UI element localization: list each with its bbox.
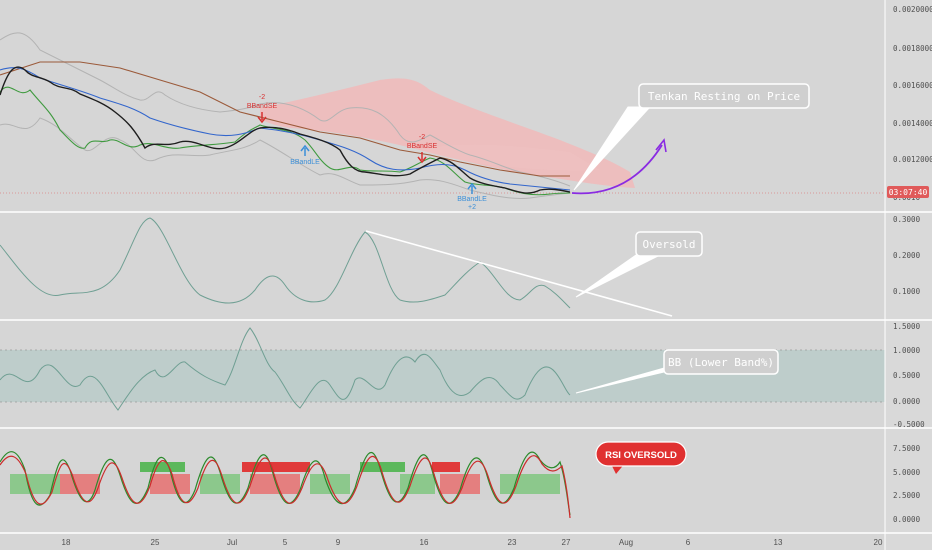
short-signal-2-arrow	[417, 152, 427, 164]
bb-callout-box	[663, 349, 779, 375]
price-ytick-3: 0.0016000	[893, 81, 932, 90]
price-ytick-2: 0.0018000	[893, 44, 932, 53]
rsi-strip-mix-2	[60, 474, 100, 494]
bb-callout-text: BB (Lower Band%)	[668, 356, 774, 369]
rsi-strip-mix-7	[400, 474, 435, 494]
price-ytick-1: 0.0020000	[893, 5, 932, 14]
rsi-ytick-2: 5.0000	[893, 468, 921, 477]
tenkan-callout-text: Tenkan Resting on Price	[648, 90, 800, 103]
price-line	[0, 66, 571, 194]
rsi-strip-mix-4	[200, 474, 240, 494]
bb-ytick-3: 0.5000	[893, 371, 921, 380]
bb-ytick-2: 1.0000	[893, 346, 921, 355]
short-signal-1-label: BBandSE	[247, 103, 278, 110]
oversold-trendline	[365, 230, 673, 317]
xtick-11: 13	[774, 538, 783, 547]
rsi-strip-mix-9	[500, 474, 560, 494]
short-signal-2-label: BBandSE	[407, 143, 438, 150]
rsi-badge	[595, 441, 687, 467]
xtick-3: Jul	[227, 538, 237, 547]
ichimoku-cloud-lower	[420, 144, 600, 171]
rsi-strip-green-1	[140, 462, 185, 472]
bb-ytick-5: -0.5000	[893, 420, 925, 429]
price-axis-background	[885, 0, 932, 550]
long-signal-2-label: BBandLE	[457, 196, 487, 203]
oversold-callout-text: Oversold	[643, 238, 696, 251]
osc-ytick-2: 0.2000	[893, 251, 921, 260]
price-ytick-5: 0.0012000	[893, 155, 932, 164]
xtick-4: 5	[283, 538, 288, 547]
bb-percent-line	[0, 327, 571, 411]
bollinger-upper-band	[0, 32, 571, 187]
xtick-2: 25	[151, 538, 160, 547]
bb-ytick-1: 1.5000	[893, 322, 921, 331]
tenkan-callout-box	[638, 83, 810, 109]
long-signal-2-count: +2	[468, 204, 476, 211]
rsi-strip-red-1	[242, 462, 310, 472]
bollinger-basis-line	[0, 86, 571, 196]
xtick-8: 27	[562, 538, 571, 547]
rsi-ytick-3: 2.5000	[893, 491, 921, 500]
short-signal-1-count: -2	[259, 94, 265, 101]
tenkan-callout-pointer	[573, 106, 652, 191]
long-signal-1-label: BBandLE	[290, 159, 320, 166]
oscillator-line	[0, 217, 571, 309]
rsi-strip-mix-5	[250, 474, 300, 494]
rsi-strip-mix-3	[150, 474, 190, 494]
osc-ytick-1: 0.3000	[893, 215, 921, 224]
rsi-badge-text: RSI OVERSOLD	[605, 450, 677, 461]
long-signal-2-arrow	[467, 182, 477, 194]
rsi-strip-mix-1	[10, 474, 60, 494]
short-signal-1-arrow	[257, 112, 267, 124]
rsi-strip-red-2	[432, 462, 460, 472]
xtick-7: 23	[508, 538, 517, 547]
kijun-line	[0, 61, 570, 177]
long-signal-1-arrow	[300, 144, 310, 156]
short-signal-2-count: -2	[419, 134, 425, 141]
bollinger-lower-band	[0, 117, 571, 199]
oversold-callout-box	[635, 231, 703, 257]
xtick-9: Aug	[619, 538, 633, 547]
projection-arrow	[571, 144, 663, 195]
rsi-ytick-1: 7.5000	[893, 444, 921, 453]
rsi-strip-green-2	[360, 462, 405, 472]
tenkan-line	[0, 67, 571, 191]
time-badge: 03:07:40	[889, 188, 928, 197]
xtick-5: 9	[336, 538, 341, 547]
xtick-6: 16	[420, 538, 429, 547]
xtick-10: 6	[686, 538, 691, 547]
rsi-ytick-4: 0.0000	[893, 515, 921, 524]
osc-ytick-3: 0.1000	[893, 287, 921, 296]
rsi-line	[0, 455, 571, 519]
bb-ytick-4: 0.0000	[893, 397, 921, 406]
xtick-12: 20	[874, 538, 883, 547]
xtick-1: 18	[62, 538, 71, 547]
rsi-strip-mix-8	[440, 474, 480, 494]
time-badge-background	[887, 186, 929, 198]
price-ytick-4: 0.0014000	[893, 119, 932, 128]
projection-arrowhead	[655, 138, 667, 153]
